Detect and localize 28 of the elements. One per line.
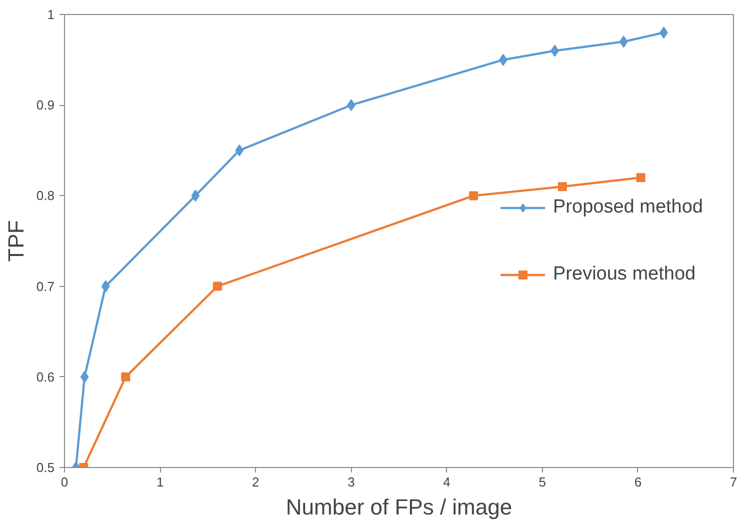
- point: [101, 280, 110, 292]
- y-tick-label: 0.8: [36, 188, 55, 204]
- legend-label: Proposed method: [553, 196, 703, 218]
- x-axis-title: Number of FPs / image: [286, 494, 512, 520]
- y-tick-label: 0.7: [36, 278, 55, 294]
- x-tick-label: 2: [252, 474, 260, 490]
- point: [121, 372, 130, 382]
- y-tick-label: 0.9: [36, 98, 55, 113]
- y-tick-label: 0.5: [36, 460, 55, 475]
- point: [619, 36, 628, 48]
- point: [558, 182, 567, 192]
- x-tick-label: 4: [443, 474, 450, 490]
- y-tick-label: 1: [47, 7, 55, 22]
- point: [235, 144, 244, 156]
- legend-label: Previous method: [553, 263, 696, 285]
- x-tick-label: 6: [634, 474, 642, 490]
- point: [191, 190, 200, 202]
- x-tick-label: 1: [156, 474, 164, 490]
- point: [212, 282, 222, 291]
- y-tick-label: 0.6: [36, 369, 55, 384]
- x-tick-label: 5: [538, 474, 546, 490]
- point: [469, 191, 478, 200]
- y-axis-title: TPF: [3, 220, 28, 262]
- x-tick-label: 7: [730, 474, 738, 490]
- x-tick-label: 3: [348, 474, 355, 490]
- point: [80, 370, 89, 383]
- x-tick-label: 0: [60, 474, 68, 490]
- point: [636, 173, 646, 182]
